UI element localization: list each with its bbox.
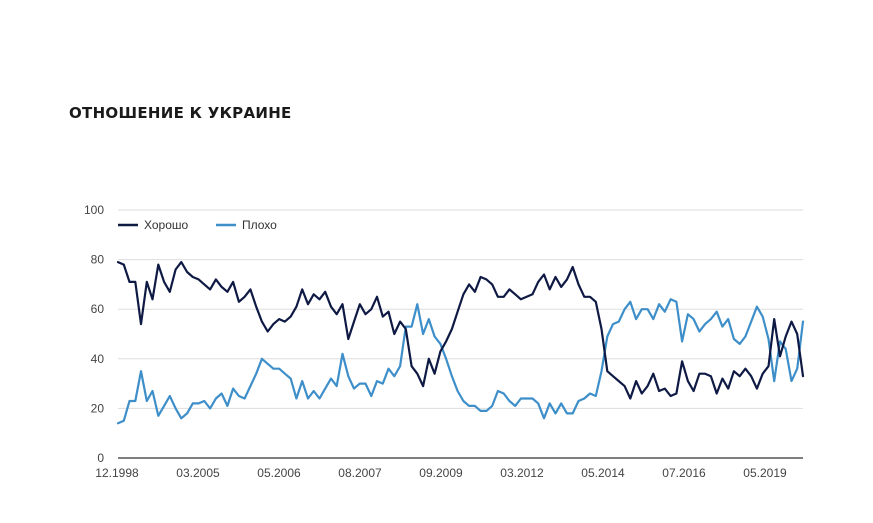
x-tick-label: 05.2019 [743,466,787,480]
x-tick-label: 12.1998 [95,466,139,480]
x-tick-label: 05.2014 [581,466,625,480]
x-tick-label: 08.2007 [338,466,382,480]
x-tick-label: 05.2006 [257,466,301,480]
x-tick-label: 09.2009 [419,466,463,480]
x-tick-label: 03.2012 [500,466,544,480]
x-tick-label: 03.2005 [176,466,220,480]
y-tick-label: 20 [91,401,105,415]
y-tick-label: 100 [84,203,104,217]
series-line-plokho [116,298,805,425]
legend-label: Хорошо [144,218,189,232]
x-tick-label: 07.2016 [662,466,706,480]
x-axis-tick-labels: 12.1998 03.2005 05.2006 08.2007 09.2009 03.20… [95,466,787,480]
y-tick-label: 60 [91,302,105,316]
gridlines [118,209,803,459]
series-lines [116,261,805,425]
legend: Хорошо Плохо [118,218,277,232]
series-line-khorosho [116,261,805,400]
y-tick-label: 0 [97,451,104,465]
y-tick-label: 40 [91,352,105,366]
y-axis-tick-labels: 0 20 40 60 80 100 [84,203,104,465]
legend-label: Плохо [242,218,277,232]
chart-title: ОТНОШЕНИЕ К УКРАИНЕ [69,104,292,122]
y-tick-label: 80 [91,253,105,267]
